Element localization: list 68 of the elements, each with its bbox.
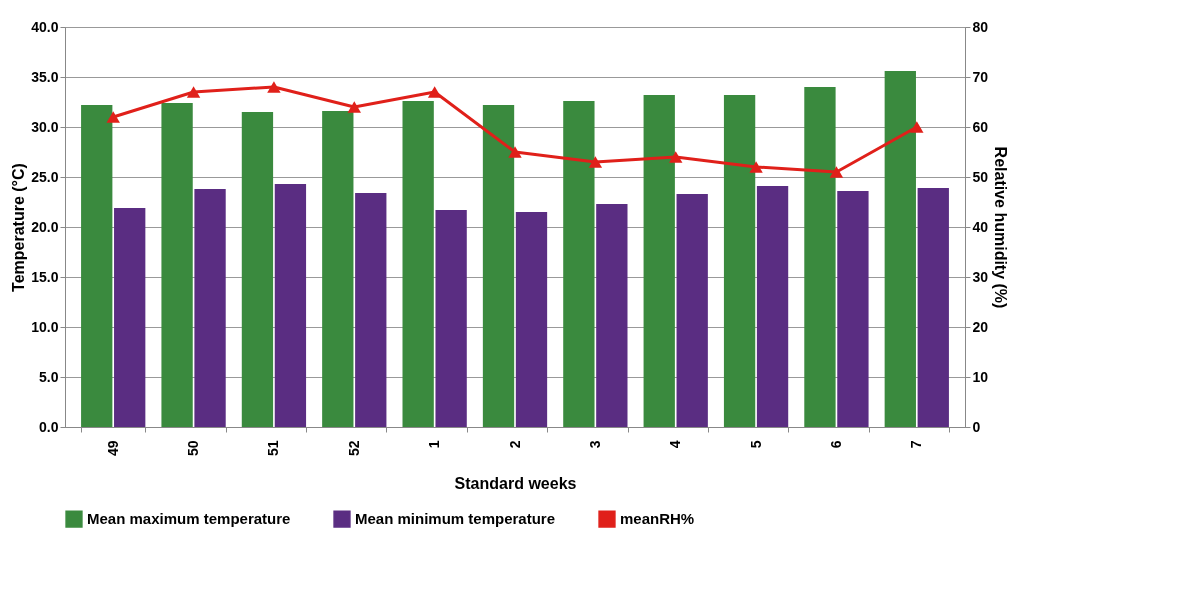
x-tick-label: 49 bbox=[104, 440, 121, 457]
x-tick-label: 7 bbox=[908, 440, 925, 449]
x-tick-label: 6 bbox=[827, 440, 844, 449]
bar bbox=[322, 111, 354, 427]
bar bbox=[756, 186, 789, 427]
bar bbox=[917, 188, 949, 427]
bar bbox=[194, 189, 226, 427]
y-tick-label: 25.0 bbox=[31, 168, 59, 185]
bar bbox=[435, 210, 467, 427]
bar bbox=[81, 105, 113, 427]
y-tick-label: 40.0 bbox=[31, 18, 59, 35]
y2-tick-label: 0 bbox=[972, 418, 981, 435]
x-tick-label: 52 bbox=[345, 440, 362, 457]
y2-tick-label: 40 bbox=[972, 218, 989, 235]
point bbox=[910, 121, 924, 133]
x-tick-label: 50 bbox=[185, 440, 202, 457]
y-axis-title: Temperature (°C) bbox=[10, 163, 28, 292]
point bbox=[749, 161, 763, 173]
bar bbox=[515, 212, 548, 427]
y2-tick-label: 80 bbox=[972, 18, 989, 35]
y2-tick-label: 10 bbox=[972, 368, 989, 385]
y-tick-label: 30.0 bbox=[31, 118, 59, 135]
bar bbox=[402, 101, 434, 427]
y-tick-label: 15.0 bbox=[31, 268, 59, 285]
y2-tick-label: 20 bbox=[972, 318, 989, 335]
point bbox=[106, 111, 120, 123]
y2-axis-title: Relative humidity (%) bbox=[992, 146, 1010, 309]
bar bbox=[274, 184, 307, 427]
x-tick-label: 2 bbox=[506, 440, 523, 449]
bar bbox=[837, 191, 869, 427]
y-tick-label: 0.0 bbox=[39, 418, 59, 435]
x-tick-label: 4 bbox=[667, 440, 684, 449]
point bbox=[427, 86, 442, 98]
bar bbox=[563, 101, 595, 427]
point bbox=[669, 151, 683, 163]
point bbox=[186, 86, 201, 98]
y-tick-label: 5.0 bbox=[39, 368, 59, 385]
y-tick-label: 20.0 bbox=[31, 218, 59, 235]
y2-tick-label: 60 bbox=[972, 118, 989, 135]
legend-label: Mean minimum temperature bbox=[355, 510, 556, 528]
bar bbox=[241, 112, 274, 427]
bar bbox=[114, 208, 146, 427]
legend-label: meanRH% bbox=[620, 510, 695, 528]
x-tick-label: 1 bbox=[426, 440, 443, 449]
bar bbox=[643, 95, 675, 427]
bar bbox=[482, 105, 515, 427]
bar bbox=[723, 95, 756, 427]
x-tick-label: 5 bbox=[747, 440, 764, 449]
point bbox=[508, 146, 522, 158]
x-axis-title: Standard weeks bbox=[454, 475, 577, 493]
point bbox=[347, 101, 361, 113]
point bbox=[267, 81, 281, 93]
x-tick-label: 3 bbox=[586, 440, 603, 449]
bar bbox=[161, 103, 193, 427]
y-tick-label: 35.0 bbox=[31, 68, 59, 85]
bar bbox=[676, 194, 708, 427]
bar bbox=[355, 193, 387, 427]
bar bbox=[804, 87, 836, 427]
x-tick-label: 51 bbox=[265, 440, 282, 457]
y-tick-label: 10.0 bbox=[31, 318, 59, 335]
point bbox=[829, 166, 844, 178]
y2-tick-label: 30 bbox=[972, 268, 989, 285]
bar bbox=[884, 71, 916, 427]
y2-tick-label: 50 bbox=[972, 168, 989, 185]
point bbox=[588, 156, 603, 168]
y2-tick-label: 70 bbox=[972, 68, 989, 85]
legend-label: Mean maximum temperature bbox=[87, 510, 291, 528]
bar bbox=[596, 204, 628, 427]
